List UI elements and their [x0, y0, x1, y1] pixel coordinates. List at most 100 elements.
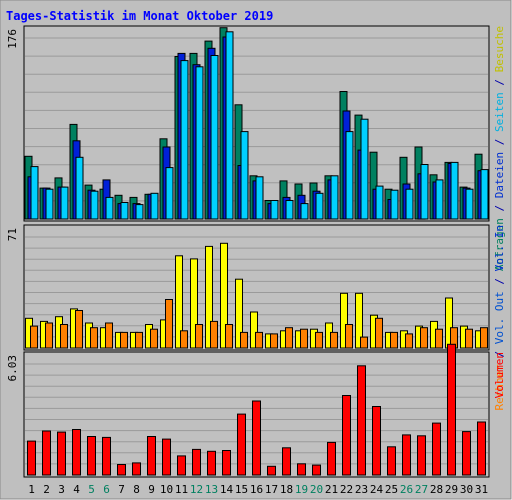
bar-volumen-day-8 [132, 462, 141, 476]
bar-rechner-day-9 [150, 328, 158, 349]
bar-dateien-day-20 [315, 192, 324, 220]
bar-rechner-day-21 [330, 331, 338, 349]
y-max-label-bottom: 6.03 [6, 355, 19, 382]
bar-dateien-day-19 [300, 203, 309, 220]
bar-dateien-day-18 [285, 200, 294, 220]
x-tick-label: 8 [133, 483, 140, 496]
right-legend-item: Anfragen [493, 218, 506, 271]
x-tick-label: 21 [325, 483, 338, 496]
right-legend-item: / [493, 344, 506, 364]
bar-dateien-day-4 [75, 156, 84, 220]
right-legend-item: / [493, 132, 506, 152]
x-tick-label: 31 [475, 483, 488, 496]
bar-rechner-day-16 [255, 331, 263, 349]
bar-volumen-day-12 [192, 448, 201, 476]
bar-dateien-day-15 [240, 131, 249, 220]
right-legend-item: Vol. Out [493, 291, 506, 344]
x-tick-label: 6 [103, 483, 110, 496]
bar-volumen-day-21 [327, 441, 336, 476]
bar-volumen-day-25 [387, 446, 396, 476]
bar-volumen-day-1 [27, 440, 36, 476]
bar-besuche-day-14 [220, 242, 228, 349]
chart-title: Tages-Statistik im Monat Oktober 2019 [6, 9, 273, 23]
bar-dateien-day-31 [480, 169, 489, 220]
bar-dateien-day-14 [225, 31, 234, 220]
x-tick-label: 15 [235, 483, 248, 496]
bar-rechner-day-18 [285, 327, 293, 349]
x-tick-label: 24 [370, 483, 384, 496]
bar-besuche-day-11 [175, 255, 183, 349]
x-tick-label: 11 [175, 483, 188, 496]
bar-volumen-day-13 [207, 450, 216, 476]
x-tick-label: 23 [355, 483, 368, 496]
bar-rechner-day-1 [30, 325, 38, 349]
bar-volumen-day-22 [342, 395, 351, 476]
bar-dateien-day-6 [105, 196, 114, 220]
bar-rechner-day-28 [435, 328, 443, 349]
bar-dateien-day-29 [450, 161, 459, 220]
bar-dateien-day-10 [165, 167, 174, 220]
x-tick-label: 20 [310, 483, 323, 496]
bar-dateien-day-7 [120, 202, 129, 220]
x-tick-label: 2 [43, 483, 50, 496]
bar-dateien-day-1 [30, 166, 39, 220]
bar-volumen-day-16 [252, 400, 261, 476]
x-tick-label: 19 [295, 483, 308, 496]
right-legend-item: Seiten [493, 92, 506, 132]
right-legend-item: / [493, 198, 506, 218]
bar-dateien-day-24 [375, 185, 384, 220]
bar-besuche-day-12 [190, 258, 198, 349]
x-tick-label: 5 [88, 483, 95, 496]
bar-volumen-day-28 [432, 422, 441, 476]
bar-volumen-day-9 [147, 436, 156, 476]
bar-rechner-day-31 [480, 327, 488, 349]
x-tick-label: 27 [415, 483, 428, 496]
right-legend-item: / [493, 271, 506, 291]
x-tick-label: 25 [385, 483, 398, 496]
bar-volumen-day-29 [447, 343, 456, 476]
bar-besuche-day-16 [250, 311, 258, 349]
bar-rechner-day-13 [210, 320, 218, 349]
x-tick-label: 13 [205, 483, 218, 496]
bar-dateien-day-25 [390, 189, 399, 220]
x-tick-label: 3 [58, 483, 65, 496]
bar-dateien-day-16 [255, 176, 264, 220]
bar-dateien-day-5 [90, 190, 99, 220]
bar-dateien-day-13 [210, 55, 219, 220]
bar-besuche-day-13 [205, 245, 213, 349]
bar-volumen-day-5 [87, 436, 96, 476]
bar-rechner-day-11 [180, 330, 188, 349]
bar-volumen-day-30 [462, 431, 471, 476]
bar-rechner-day-24 [375, 317, 383, 349]
panel-bottom: 6.03 Volumen [6, 343, 506, 478]
bar-dateien-day-26 [405, 188, 414, 220]
x-tick-label: 14 [220, 483, 234, 496]
x-tick-label: 7 [118, 483, 125, 496]
right-legend-item: Volumen [493, 352, 506, 398]
right-legend-item: Rechner [493, 364, 506, 411]
panel-top: 176 Anfragen / Dateien / Seiten / Besuche [6, 25, 506, 271]
bar-rechner-day-10 [165, 299, 173, 349]
x-tick-label: 1 [28, 483, 35, 496]
bar-dateien-day-17 [270, 200, 279, 220]
bar-besuche-day-15 [235, 278, 243, 349]
bar-dateien-day-12 [195, 66, 204, 220]
bar-rechner-day-25 [390, 331, 398, 349]
x-tick-label: 9 [148, 483, 155, 496]
x-tick-label: 4 [73, 483, 80, 496]
bar-volumen-day-3 [57, 431, 66, 476]
bar-dateien-day-8 [135, 204, 144, 220]
bar-dateien-day-21 [330, 175, 339, 220]
x-tick-label: 22 [340, 483, 353, 496]
right-legend-top: Anfragen / Dateien / Seiten / Besuche [493, 26, 506, 271]
right-legend-item: / [493, 72, 506, 92]
x-tick-label: 30 [460, 483, 473, 496]
right-legend-bottom: Volumen [493, 352, 506, 398]
bar-volumen-day-18 [282, 447, 291, 476]
bar-dateien-day-23 [360, 118, 369, 220]
bar-dateien-day-2 [45, 188, 54, 220]
bar-rechner-day-22 [345, 324, 353, 349]
bar-dateien-day-9 [150, 192, 159, 220]
panel-middle: 71 Rechner / Vol. Out / Vol. In [6, 224, 506, 411]
bar-dateien-day-22 [345, 131, 354, 220]
